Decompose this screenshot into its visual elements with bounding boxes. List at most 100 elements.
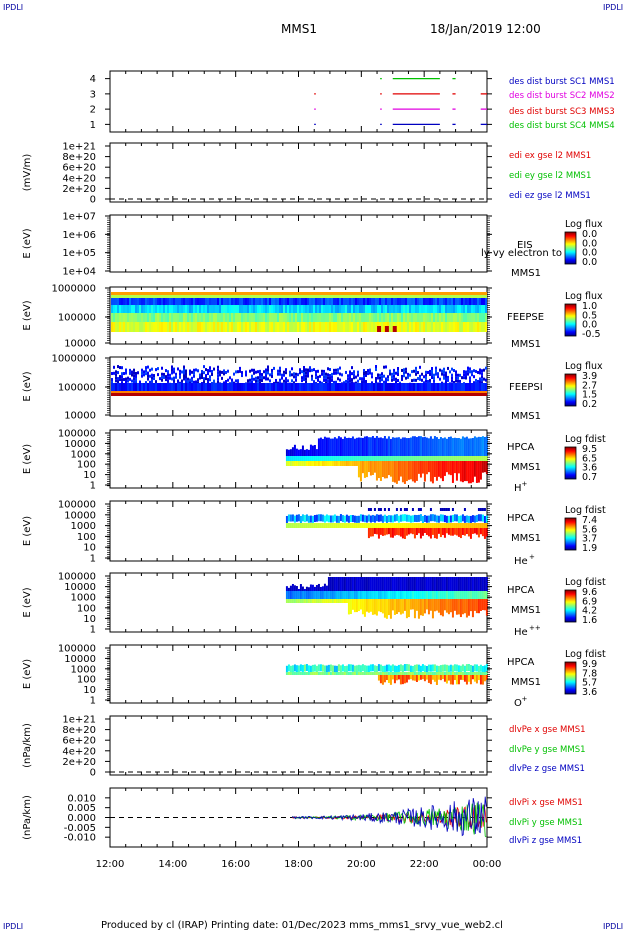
spectrogram-cell bbox=[419, 391, 421, 393]
spectrogram-cell bbox=[447, 436, 450, 456]
spectrogram-cell bbox=[161, 372, 163, 376]
spectrogram-cell bbox=[431, 438, 434, 456]
spectrogram-cell bbox=[289, 305, 291, 313]
spectrogram-cell bbox=[221, 305, 223, 313]
spectrogram-cell bbox=[451, 373, 453, 377]
spectrogram-cell bbox=[423, 672, 426, 675]
spectrogram-cell bbox=[353, 322, 355, 332]
spectrogram-cell bbox=[313, 515, 316, 523]
spectrogram-cell bbox=[477, 523, 480, 528]
spectrogram-cell bbox=[235, 393, 237, 396]
spectrogram-cell bbox=[395, 377, 397, 381]
spectrogram-cell bbox=[471, 665, 474, 673]
spectrogram-cell bbox=[201, 375, 203, 379]
spectrogram-cell bbox=[401, 675, 404, 685]
spectrogram-cell bbox=[197, 305, 199, 313]
spectrogram-cell bbox=[431, 305, 433, 313]
spectrogram-cell bbox=[219, 322, 221, 332]
instrument-label: HPCA bbox=[507, 585, 535, 596]
spectrogram-cell bbox=[293, 672, 296, 675]
colorbar-tick-label: 0.2 bbox=[582, 399, 597, 410]
spectrogram-cell bbox=[401, 437, 404, 456]
spectrogram-cell bbox=[405, 295, 407, 298]
spectrogram-cell bbox=[469, 383, 471, 391]
spectrogram-cell bbox=[289, 672, 292, 675]
spectrogram-cell bbox=[167, 313, 169, 322]
spectrogram-cell bbox=[203, 313, 205, 322]
spectrogram-cell bbox=[407, 375, 409, 379]
spectrogram-cell bbox=[165, 383, 167, 391]
spectrogram-cell bbox=[173, 391, 175, 393]
spectrogram-cell bbox=[357, 461, 360, 478]
spectrogram-cell bbox=[339, 393, 341, 396]
spectrogram-cell bbox=[397, 367, 399, 371]
spectrogram-cell bbox=[369, 461, 372, 476]
spectrogram-cell bbox=[471, 313, 473, 322]
spectrogram-cell bbox=[165, 393, 167, 396]
spectrogram-cell bbox=[365, 391, 367, 393]
spectrogram-cell bbox=[331, 383, 333, 391]
spectrogram-cell bbox=[267, 393, 269, 396]
spectrogram-cell bbox=[341, 672, 344, 675]
spectrogram-cell bbox=[341, 305, 343, 313]
spectrogram-cell bbox=[331, 515, 334, 523]
spectrogram-cell bbox=[459, 322, 461, 332]
spectrogram-cell bbox=[351, 313, 353, 322]
spectrogram-cell bbox=[329, 383, 331, 391]
spectrogram-cell bbox=[389, 295, 391, 298]
spectrogram-cell bbox=[279, 369, 281, 373]
spectrogram-cell bbox=[381, 393, 383, 396]
spectrogram-cell bbox=[301, 461, 304, 466]
spectrogram-cell bbox=[305, 322, 307, 332]
spectrogram-cell bbox=[359, 461, 362, 482]
spectrogram-cell bbox=[281, 393, 283, 396]
spectrogram-cell bbox=[481, 665, 484, 673]
spectrogram-cell bbox=[381, 305, 383, 313]
spectrogram-cell bbox=[143, 391, 145, 393]
spectrogram-cell bbox=[435, 675, 438, 685]
spectrogram-cell bbox=[309, 298, 311, 305]
spectrogram-cell bbox=[203, 298, 205, 305]
spectrogram-cell bbox=[145, 298, 147, 305]
spectrogram-cell bbox=[233, 298, 235, 305]
spectrogram-cell bbox=[369, 371, 371, 375]
spectrogram-cell bbox=[211, 322, 213, 332]
spectrogram-cell bbox=[353, 591, 356, 599]
x-tick-label: 18:00 bbox=[284, 859, 313, 870]
spectrogram-cell bbox=[431, 664, 434, 672]
legend-entry: des dist burst SC3 MMS3 bbox=[509, 107, 615, 117]
spectrogram-cell bbox=[445, 298, 447, 305]
spectrogram-cell bbox=[141, 295, 143, 298]
spectrogram-cell bbox=[321, 391, 323, 393]
y-tick-label: 1 bbox=[90, 554, 96, 565]
spectrogram-cell bbox=[209, 292, 211, 295]
spectrogram-cell bbox=[393, 313, 395, 322]
spectrogram-cell bbox=[407, 675, 410, 680]
spectrogram-cell bbox=[433, 672, 436, 675]
spectrogram-cell bbox=[303, 456, 306, 461]
spectrogram-cell bbox=[421, 577, 424, 591]
spectrogram-cell bbox=[409, 305, 411, 313]
spectrogram-cell bbox=[351, 383, 353, 391]
spectrogram-cell bbox=[431, 298, 433, 305]
x-tick-label: 14:00 bbox=[158, 859, 187, 870]
spectrogram-cell bbox=[307, 449, 310, 456]
spectrogram-cell bbox=[317, 456, 320, 461]
spectrogram-cell bbox=[473, 456, 476, 461]
spectrogram-cell bbox=[387, 378, 389, 382]
spectrogram-cell bbox=[339, 372, 341, 376]
spectrogram-cell bbox=[451, 438, 454, 456]
spectrogram-cell bbox=[397, 672, 400, 675]
spectrogram-cell bbox=[129, 368, 131, 372]
spectrogram-cell bbox=[467, 366, 469, 370]
spectrogram-cell bbox=[219, 391, 221, 393]
spectrogram-cell bbox=[243, 322, 245, 332]
spectrogram-cell bbox=[441, 383, 443, 391]
spectrogram-cell bbox=[245, 298, 247, 305]
spectrogram-cell bbox=[461, 577, 464, 591]
spectrogram-cell bbox=[151, 373, 153, 377]
spectrogram-cell bbox=[301, 456, 304, 461]
spectrogram-cell bbox=[251, 383, 253, 391]
spectrogram-cell bbox=[117, 322, 119, 332]
spectrogram-cell bbox=[389, 528, 392, 538]
